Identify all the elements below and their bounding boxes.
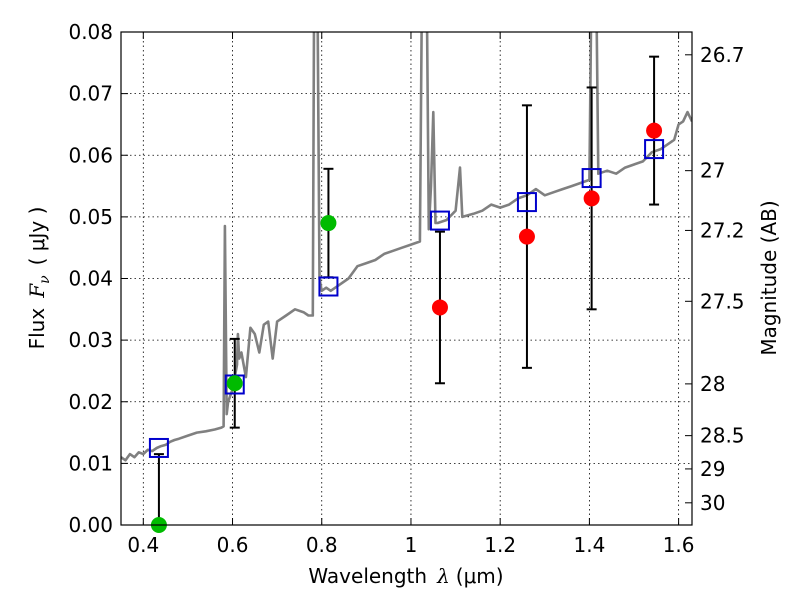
y-axis-unit: ( μJy ) (25, 207, 49, 266)
x-axis-label: Wavelength λ (μm) (308, 564, 503, 588)
model-square-4 (516, 192, 537, 213)
x-tick-label-2: 0.8 (306, 533, 338, 557)
x-tick-label-4: 1.2 (484, 533, 516, 557)
right-tick-label-6: 29 (700, 457, 725, 481)
model-square-3 (429, 210, 450, 231)
circle-red-point-3 (646, 122, 663, 139)
circle-green-point-2 (320, 215, 337, 232)
marker-layer (148, 55, 665, 533)
right-tick-label-5: 28.5 (700, 424, 745, 448)
model-square-2 (318, 276, 339, 297)
y-axis-subscript: ν (37, 275, 53, 284)
ticks: 0.4 0.6 0.8 1 1.2 1.4 1.6 0.00 0.01 0.02 0.03 0.04 0… (68, 20, 744, 557)
right-tick-label-7: 30 (700, 491, 725, 515)
right-tick-label-4: 28 (700, 372, 725, 396)
y-axis-label: Flux Fν ( μJy ) (25, 207, 53, 350)
right-tick-label-1: 27 (700, 159, 725, 183)
model-square-5 (581, 168, 602, 189)
x-tick-label-6: 1.6 (663, 533, 695, 557)
y-tick-label-4: 0.04 (68, 267, 113, 291)
circle-red-point-0 (431, 299, 448, 316)
y-tick-label-7: 0.07 (68, 82, 113, 106)
x-tick-label-5: 1.4 (573, 533, 605, 557)
circle-green-point-1 (226, 375, 243, 392)
x-tick-label-1: 0.6 (217, 533, 249, 557)
x-tick-label-0: 0.4 (127, 533, 159, 557)
grid (121, 31, 692, 526)
x-axis-unit: (μm) (456, 564, 504, 588)
x-tick-label-3: 1 (405, 533, 418, 557)
model-square-0 (148, 437, 169, 458)
circle-red-point-2 (583, 190, 600, 207)
circle-red-point-1 (518, 228, 535, 245)
right-tick-label-0: 26.7 (700, 43, 745, 67)
y-axis-symbol: F (25, 283, 49, 299)
y-axis-label-text: Flux (25, 308, 49, 350)
y-tick-label-0: 0.00 (68, 513, 113, 537)
y-tick-label-3: 0.03 (68, 328, 113, 352)
x-axis-symbol: λ (436, 564, 450, 588)
y-tick-label-6: 0.06 (68, 143, 113, 167)
data-layer (121, 32, 692, 462)
right-tick-label-3: 27.5 (700, 289, 745, 313)
right-tick-label-2: 27.2 (700, 218, 745, 242)
y-tick-label-2: 0.02 (68, 390, 113, 414)
x-axis-label-text: Wavelength (308, 564, 427, 588)
spectrum-line (121, 32, 692, 462)
right-axis-label: Magnitude (AB) (757, 200, 781, 355)
y-tick-label-8: 0.08 (68, 20, 113, 44)
y-tick-label-5: 0.05 (68, 205, 113, 229)
y-tick-label-1: 0.01 (68, 451, 113, 475)
model-square-6 (644, 139, 665, 160)
